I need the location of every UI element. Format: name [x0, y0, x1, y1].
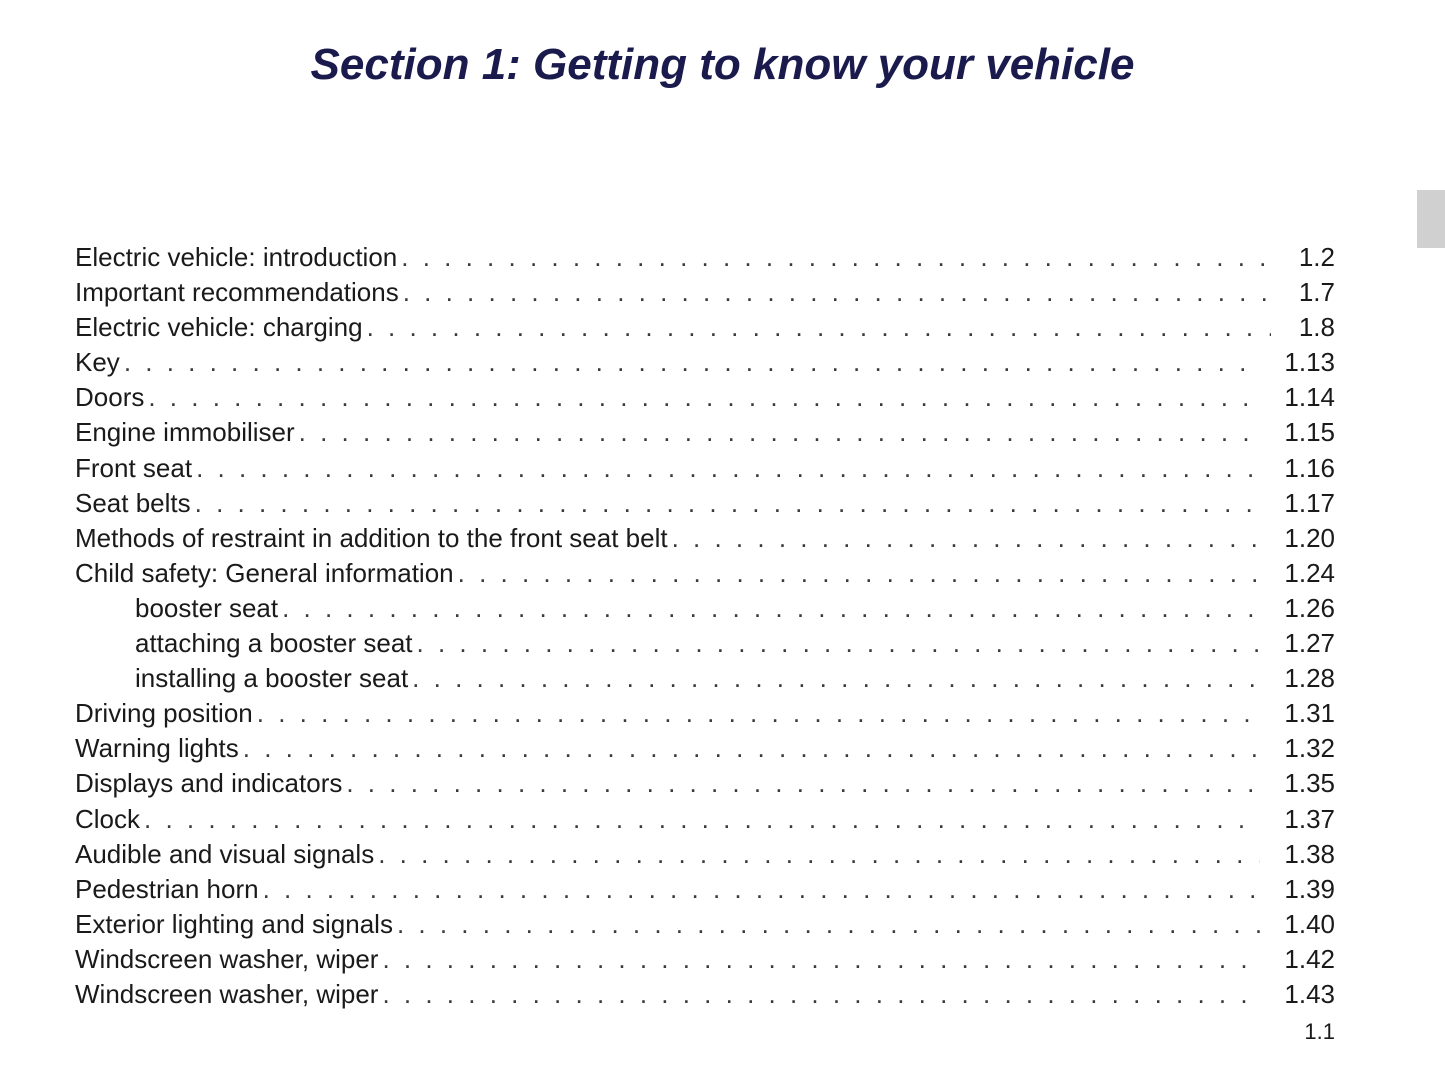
- toc-entry: installing a booster seat 1.28: [75, 661, 1335, 696]
- toc-entry: booster seat 1.26: [75, 591, 1335, 626]
- toc-entry: attaching a booster seat 1.27: [75, 626, 1335, 661]
- toc-leader-dots: [282, 591, 1260, 626]
- toc-leader-dots: [672, 521, 1261, 556]
- toc-leader-dots: [257, 696, 1261, 731]
- toc-entry: Doors 1.14: [75, 380, 1335, 415]
- toc-leader-dots: [412, 661, 1260, 696]
- toc-entry: Windscreen washer, wiper 1.43: [75, 977, 1335, 1012]
- toc-entry-page: 1.43: [1264, 977, 1335, 1012]
- toc-entry-page: 1.13: [1264, 345, 1335, 380]
- toc-entry-page: 1.42: [1264, 942, 1335, 977]
- toc-entry-page: 1.38: [1264, 837, 1335, 872]
- toc-entry-label: Child safety: General information: [75, 556, 454, 591]
- toc-leader-dots: [378, 837, 1260, 872]
- toc-entry-page: 1.8: [1275, 310, 1335, 345]
- toc-leader-dots: [196, 451, 1260, 486]
- toc-entry-label: Front seat: [75, 451, 192, 486]
- toc-leader-dots: [243, 731, 1261, 766]
- toc-leader-dots: [458, 556, 1261, 591]
- toc-entry-label: Doors: [75, 380, 144, 415]
- toc-leader-dots: [417, 626, 1261, 661]
- toc-entry-page: 1.16: [1264, 451, 1335, 486]
- toc-entry-page: 1.37: [1264, 802, 1335, 837]
- toc-entry-page: 1.17: [1264, 486, 1335, 521]
- page-number: 1.1: [1304, 1019, 1335, 1045]
- toc-entry: Front seat 1.16: [75, 451, 1335, 486]
- toc-entry-page: 1.15: [1264, 415, 1335, 450]
- toc-entry: Engine immobiliser 1.15: [75, 415, 1335, 450]
- toc-leader-dots: [382, 942, 1260, 977]
- toc-entry-page: 1.27: [1264, 626, 1335, 661]
- toc-entry: Audible and visual signals 1.38: [75, 837, 1335, 872]
- toc-entry-label: Engine immobiliser: [75, 415, 295, 450]
- toc-entry-page: 1.26: [1264, 591, 1335, 626]
- toc-leader-dots: [367, 310, 1271, 345]
- toc-entry: Windscreen washer, wiper 1.42: [75, 942, 1335, 977]
- toc-entry-label: Electric vehicle: introduction: [75, 240, 397, 275]
- toc-entry: Electric vehicle: charging 1.8: [75, 310, 1335, 345]
- toc-leader-dots: [148, 380, 1260, 415]
- toc-leader-dots: [124, 345, 1261, 380]
- toc-entry: Seat belts 1.17: [75, 486, 1335, 521]
- toc-leader-dots: [382, 977, 1260, 1012]
- toc-leader-dots: [401, 240, 1271, 275]
- toc-entry-page: 1.31: [1264, 696, 1335, 731]
- toc-entry: Driving position 1.31: [75, 696, 1335, 731]
- toc-entry-label: Methods of restraint in addition to the …: [75, 521, 668, 556]
- toc-entry: Displays and indicators 1.35: [75, 766, 1335, 801]
- toc-entry-label: Exterior lighting and signals: [75, 907, 393, 942]
- toc-leader-dots: [263, 872, 1261, 907]
- toc-entry-page: 1.2: [1275, 240, 1335, 275]
- toc-entry: Methods of restraint in addition to the …: [75, 521, 1335, 556]
- section-tab-marker: [1417, 190, 1445, 248]
- toc-entry-label: Key: [75, 345, 120, 380]
- toc-leader-dots: [397, 907, 1260, 942]
- toc-entry-label: attaching a booster seat: [135, 626, 413, 661]
- toc-entry: Pedestrian horn 1.39: [75, 872, 1335, 907]
- toc-entry: Electric vehicle: introduction 1.2: [75, 240, 1335, 275]
- toc-leader-dots: [346, 766, 1260, 801]
- page-container: Section 1: Getting to know your vehicle …: [0, 0, 1445, 1070]
- toc-leader-dots: [299, 415, 1261, 450]
- toc-entry: Key 1.13: [75, 345, 1335, 380]
- toc-entry-page: 1.24: [1264, 556, 1335, 591]
- toc-entry-page: 1.32: [1264, 731, 1335, 766]
- toc-entry-page: 1.40: [1264, 907, 1335, 942]
- toc-leader-dots: [195, 486, 1261, 521]
- toc-entry: Important recommendations 1.7: [75, 275, 1335, 310]
- toc-entry: Clock 1.37: [75, 802, 1335, 837]
- toc-entry-label: Audible and visual signals: [75, 837, 374, 872]
- toc-entry-label: Important recommendations: [75, 275, 399, 310]
- table-of-contents: Electric vehicle: introduction1.2Importa…: [75, 240, 1335, 1012]
- toc-entry-label: Windscreen washer, wiper: [75, 977, 378, 1012]
- toc-entry-label: Driving position: [75, 696, 253, 731]
- toc-entry-label: Displays and indicators: [75, 766, 342, 801]
- toc-entry-label: Warning lights: [75, 731, 239, 766]
- toc-entry-page: 1.28: [1264, 661, 1335, 696]
- toc-entry-label: Electric vehicle: charging: [75, 310, 363, 345]
- toc-entry-page: 1.20: [1264, 521, 1335, 556]
- toc-entry-page: 1.35: [1264, 766, 1335, 801]
- toc-entry-label: Windscreen washer, wiper: [75, 942, 378, 977]
- toc-entry: Warning lights 1.32: [75, 731, 1335, 766]
- toc-entry: Child safety: General information 1.24: [75, 556, 1335, 591]
- toc-leader-dots: [144, 802, 1260, 837]
- toc-entry-page: 1.39: [1264, 872, 1335, 907]
- toc-entry-label: Seat belts: [75, 486, 191, 521]
- toc-leader-dots: [403, 275, 1271, 310]
- toc-entry-page: 1.14: [1264, 380, 1335, 415]
- toc-entry-label: Pedestrian horn: [75, 872, 259, 907]
- toc-entry-label: booster seat: [135, 591, 278, 626]
- section-title: Section 1: Getting to know your vehicle: [70, 40, 1375, 90]
- toc-entry-label: installing a booster seat: [135, 661, 408, 696]
- toc-entry-page: 1.7: [1275, 275, 1335, 310]
- toc-entry: Exterior lighting and signals 1.40: [75, 907, 1335, 942]
- toc-entry-label: Clock: [75, 802, 140, 837]
